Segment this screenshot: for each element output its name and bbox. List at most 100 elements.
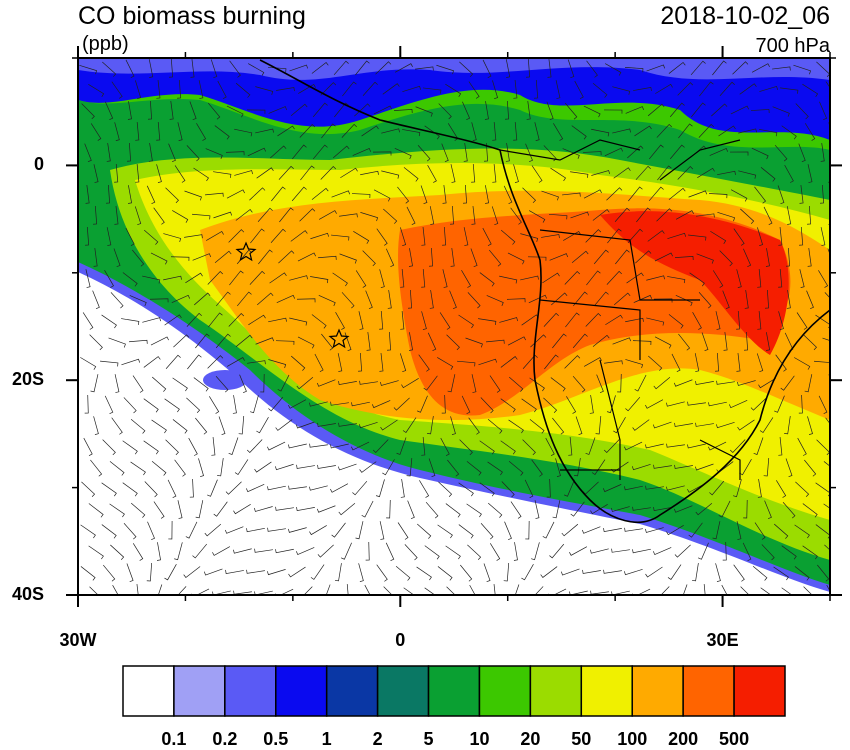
wind-barb — [485, 185, 490, 204]
wind-barb — [394, 63, 413, 73]
wind-barb — [164, 398, 180, 413]
wind-barb — [171, 294, 191, 304]
wind-barb — [634, 374, 647, 392]
wind-barb — [569, 590, 588, 595]
wind-barb — [354, 103, 371, 117]
wind-barb — [215, 291, 231, 307]
wind-barb — [198, 458, 204, 477]
wind-barb — [743, 248, 752, 268]
wind-barb — [527, 256, 547, 261]
wind-barb — [206, 231, 224, 241]
wind-barb — [759, 129, 778, 137]
wind-barb — [397, 522, 409, 540]
wind-barb — [130, 461, 146, 476]
wind-barb — [593, 291, 609, 307]
wind-barb — [125, 227, 135, 246]
wind-barb — [757, 311, 762, 330]
wind-barb — [332, 272, 348, 287]
wind-barb — [238, 416, 245, 435]
wind-barb — [110, 544, 125, 560]
wind-barb — [461, 395, 471, 414]
wind-barb — [331, 234, 350, 241]
wind-barb — [217, 80, 227, 99]
wind-barb — [820, 143, 825, 162]
wind-barb — [562, 192, 581, 197]
wind-barb — [514, 584, 520, 595]
wind-barb — [420, 185, 428, 205]
wind-barb — [463, 184, 468, 204]
wind-barb — [249, 187, 266, 201]
wind-barb — [487, 418, 503, 434]
wind-barb — [310, 232, 330, 240]
wind-barb — [627, 228, 643, 243]
wind-barb — [187, 354, 202, 370]
wind-barb — [468, 81, 480, 99]
wind-barb — [696, 253, 714, 264]
wind-barb — [310, 564, 325, 580]
wind-barb — [296, 298, 316, 303]
wind-barb — [682, 584, 688, 595]
wind-barb — [740, 208, 755, 224]
wind-barb — [255, 337, 275, 345]
wind-barb — [692, 563, 699, 582]
wind-barb — [574, 80, 584, 99]
wind-barb — [678, 333, 691, 351]
wind-barb — [793, 64, 811, 75]
wind-barb — [210, 59, 218, 79]
wind-barb — [122, 440, 138, 455]
wind-barb — [701, 332, 709, 352]
wind-barb — [465, 337, 483, 348]
wind-barb — [689, 272, 705, 287]
wind-barb — [153, 207, 165, 225]
wind-barb — [624, 527, 643, 532]
wind-barb — [101, 524, 117, 539]
wind-barb — [351, 401, 370, 407]
wind-barb — [352, 480, 368, 496]
wind-barb — [337, 463, 357, 471]
wind-barb — [500, 398, 516, 413]
wind-barb — [298, 83, 316, 94]
wind-barb — [458, 482, 474, 497]
wind-barb — [666, 443, 685, 448]
colorbar-label: 100 — [617, 729, 647, 749]
wind-barb — [234, 170, 253, 176]
wind-barb — [750, 109, 770, 114]
wind-barb — [295, 547, 315, 556]
wind-barb — [288, 485, 307, 490]
wind-barb — [545, 437, 555, 456]
wind-barb — [214, 250, 232, 263]
wind-barb — [450, 205, 455, 225]
wind-barb — [687, 443, 706, 449]
wind-barb — [583, 105, 601, 118]
field — [78, 58, 830, 595]
wind-barb — [736, 521, 742, 540]
wind-barb — [562, 148, 580, 159]
wind-barb — [564, 479, 575, 497]
level: 700 hPa — [755, 35, 830, 57]
wind-barb — [463, 143, 468, 162]
wind-barb — [590, 548, 609, 554]
colorbar-box — [682, 665, 735, 717]
wind-barb — [479, 440, 495, 455]
wind-barb — [256, 417, 269, 434]
wind-barb — [226, 189, 245, 199]
wind-barb — [614, 207, 630, 223]
wind-barb — [782, 502, 796, 519]
wind-barb — [338, 381, 357, 386]
colorbar-box — [427, 665, 481, 717]
wind-barb — [408, 332, 414, 351]
wind-barb — [312, 144, 328, 160]
wind-barb — [757, 227, 764, 246]
wind-barb — [513, 542, 518, 561]
wind-barb — [316, 379, 336, 387]
wind-barb — [708, 441, 727, 451]
wind-barb — [719, 81, 735, 96]
wind-barb — [688, 234, 707, 241]
wind-barb — [295, 421, 315, 429]
wind-barb — [765, 289, 770, 309]
wind-barb — [289, 64, 309, 72]
wind-barb — [722, 541, 727, 561]
wind-barb — [205, 148, 223, 159]
wind-barb — [189, 101, 197, 121]
wind-barb — [331, 190, 351, 198]
